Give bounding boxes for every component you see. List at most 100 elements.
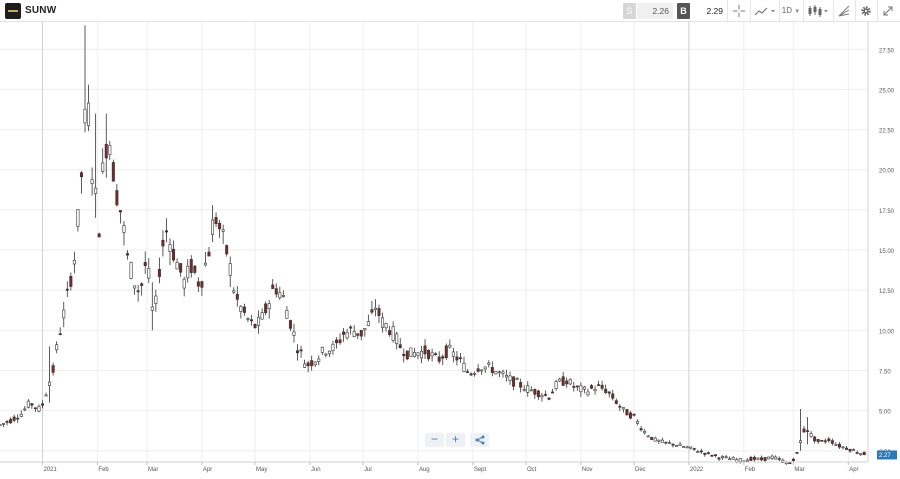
candle-body (490, 367, 494, 374)
candle-body (845, 447, 849, 450)
draw-tool-icon (838, 5, 850, 17)
candle-body (136, 290, 140, 293)
candle-body (327, 350, 331, 355)
y-tick-label: 7.50 (879, 369, 891, 375)
candle-body (281, 295, 285, 298)
candle-body (189, 259, 193, 273)
candle-body (483, 366, 487, 370)
candle-body (508, 375, 512, 381)
candle-body (299, 349, 303, 352)
candle-body (419, 350, 423, 359)
sell-button[interactable]: S (623, 3, 636, 19)
candle-body (90, 179, 94, 184)
candle-body (859, 453, 863, 456)
candle-body (260, 312, 264, 320)
candle-body (412, 352, 416, 357)
candle-body (795, 452, 799, 454)
candle-body (5, 420, 9, 423)
candle-body (143, 262, 147, 267)
share-button[interactable] (470, 433, 489, 447)
candle-body (239, 306, 243, 312)
candle-body (791, 458, 795, 461)
candle-body (186, 265, 190, 279)
sell-price[interactable]: 2.26 (637, 3, 673, 19)
candle-body (451, 351, 455, 357)
candle-body (278, 292, 282, 298)
interval-dropdown[interactable]: 1D ▼ (781, 2, 801, 20)
instrument-symbol: SUNW (25, 5, 57, 16)
buy-button[interactable]: B (677, 3, 690, 19)
candle-body (621, 407, 625, 410)
candle-body (590, 385, 594, 389)
draw-tools-button[interactable] (836, 2, 852, 20)
candle-body (349, 326, 353, 329)
candle-body (175, 262, 179, 270)
fullscreen-button[interactable] (880, 2, 896, 20)
candle-body (671, 443, 675, 446)
zoom-in-button[interactable]: + (446, 433, 465, 447)
candlestick-icon (808, 5, 828, 17)
chart-grid (0, 22, 868, 462)
crosshair-button[interactable] (730, 2, 748, 20)
candle-body (636, 421, 640, 424)
y-tick-label: 27.50 (879, 48, 895, 54)
candle-body (2, 423, 6, 425)
candle-body (193, 265, 197, 273)
candle-body (689, 446, 693, 449)
candle-body (200, 281, 204, 288)
x-tick-label: 2021 (44, 467, 58, 473)
candle-body (643, 430, 647, 434)
candle-body (218, 222, 222, 230)
settings-button[interactable] (858, 2, 874, 20)
candle-body (519, 382, 523, 388)
candle-body (271, 284, 275, 289)
price-chart[interactable]: 27.50 25.00 22.50 20.00 17.50 15.00 12.50 10.00… (0, 22, 900, 479)
candle-body (536, 390, 540, 398)
candle-body (653, 437, 657, 442)
candle-body (664, 441, 668, 444)
candle-body (660, 439, 664, 443)
candle-body (717, 457, 721, 460)
candle-style-button[interactable] (806, 2, 830, 20)
candle-body (763, 457, 767, 461)
y-tick-label: 22.50 (879, 129, 895, 135)
x-tick-label: Dec (635, 467, 646, 473)
candle-body (427, 349, 431, 360)
candle-body (62, 309, 66, 319)
candle-body (749, 456, 753, 461)
toolbar-divider (727, 0, 728, 21)
candle-body (395, 333, 399, 344)
toolbar-divider (803, 0, 804, 21)
candle-body (501, 371, 505, 374)
candle-body (728, 458, 732, 461)
candle-body (182, 278, 186, 289)
candle-body (646, 435, 650, 438)
x-tick-label: Apr (849, 467, 858, 473)
buy-price[interactable]: 2.29 (706, 6, 723, 16)
candle-body (813, 436, 817, 442)
candle-body (540, 394, 544, 398)
crosshair-icon (733, 5, 745, 17)
chart-type-button[interactable] (753, 2, 777, 20)
candle-body (402, 353, 406, 357)
candle-body (154, 295, 158, 304)
candle-body (235, 293, 239, 300)
candle-body (809, 433, 813, 437)
candle-body (41, 403, 45, 406)
x-tick-label: Nov (582, 467, 593, 473)
candle-body (331, 343, 335, 352)
candle-body (356, 333, 360, 336)
zoom-out-button[interactable]: − (425, 433, 444, 447)
candle-body (699, 450, 703, 453)
candle-body (487, 362, 491, 365)
candle-body (848, 448, 852, 452)
candle-body (207, 251, 211, 257)
x-tick-label: Mar (148, 467, 158, 473)
candle-body (388, 330, 392, 335)
candle-body (16, 417, 20, 420)
candle-body (827, 438, 831, 442)
logo (5, 3, 21, 19)
candle-body (745, 459, 749, 462)
candle-body (232, 290, 236, 293)
candle-body (480, 369, 484, 372)
